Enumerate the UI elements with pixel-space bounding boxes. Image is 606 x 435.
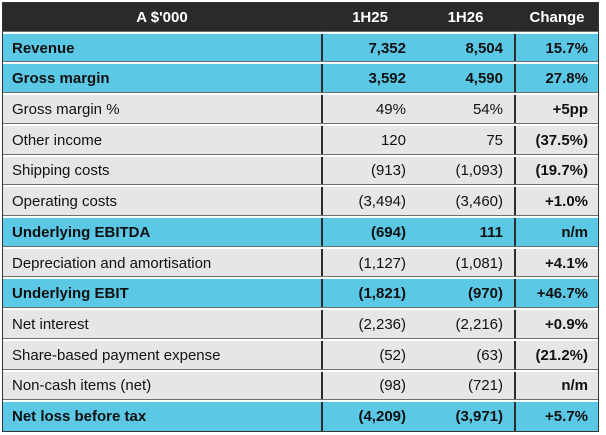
change-value-cell: +5pp bbox=[514, 95, 598, 124]
table-row: Non-cash items (net) (98) (721) n/m bbox=[3, 369, 598, 401]
h25-value-cell: 49% bbox=[321, 95, 417, 124]
change-value-cell: 27.8% bbox=[514, 64, 598, 94]
table-row: Net interest (2,236) (2,216) +0.9% bbox=[3, 308, 598, 339]
metric-label-cell: Gross margin bbox=[12, 70, 110, 88]
change-value-cell: (19.7%) bbox=[514, 156, 598, 186]
table-row: Gross margin 3,592 4,590 27.8% bbox=[3, 62, 598, 94]
h25-value-cell: (2,236) bbox=[321, 310, 417, 339]
metric-label-cell: Gross margin % bbox=[12, 101, 120, 119]
table-row: Net loss before tax (4,209) (3,971) +5.7… bbox=[3, 400, 598, 432]
metric-label-cell: Net loss before tax bbox=[12, 408, 147, 426]
h25-value-cell: (4,209) bbox=[321, 402, 417, 432]
h26-value-cell: (1,081) bbox=[455, 254, 503, 272]
h25-value-cell: (3,494) bbox=[321, 187, 417, 217]
change-value-cell: 15.7% bbox=[514, 33, 598, 63]
metric-label-cell: Share-based payment expense bbox=[12, 346, 221, 364]
table-row: Underlying EBIT (1,821) (970) +46.7% bbox=[3, 277, 598, 309]
change-value-cell: +0.9% bbox=[514, 310, 598, 339]
h25-value-cell: (52) bbox=[321, 340, 417, 370]
h26-value-cell: 8,504 bbox=[465, 39, 503, 57]
change-value-cell: +4.1% bbox=[514, 248, 598, 278]
h26-value-cell: (3,971) bbox=[455, 408, 503, 426]
table-row: Shipping costs (913) (1,093) (19.7%) bbox=[3, 154, 598, 186]
table-row: Depreciation and amortisation (1,127) (1… bbox=[3, 246, 598, 278]
h25-value-cell: (913) bbox=[321, 156, 417, 186]
h26-value-cell: (2,216) bbox=[455, 316, 503, 334]
table-row: Operating costs (3,494) (3,460) +1.0% bbox=[3, 185, 598, 217]
h25-value-cell: 7,352 bbox=[321, 33, 417, 63]
h25-value-cell: (98) bbox=[321, 371, 417, 401]
h26-value-cell: (3,460) bbox=[455, 193, 503, 211]
metric-label-cell: Revenue bbox=[12, 39, 75, 57]
h26-value-cell: (63) bbox=[476, 346, 503, 364]
change-value-cell: n/m bbox=[514, 371, 598, 401]
change-value-cell: +46.7% bbox=[514, 279, 598, 309]
table-row: Share-based payment expense (52) (63) (2… bbox=[3, 338, 598, 370]
h25-value-cell: (694) bbox=[321, 218, 417, 247]
h26-value-cell: 54% bbox=[472, 101, 503, 119]
h25-value-cell: 3,592 bbox=[321, 64, 417, 94]
metric-label-cell: Other income bbox=[12, 131, 103, 149]
table-row: Other income 120 75 (37.5%) bbox=[3, 123, 598, 155]
header-1h26-column: 1H26 bbox=[447, 8, 484, 26]
h26-value-cell: (721) bbox=[467, 377, 503, 395]
metric-label-cell: Underlying EBIT bbox=[12, 285, 129, 303]
table-row: Gross margin % 49% 54% +5pp bbox=[3, 93, 598, 124]
header-1h25-column: 1H25 bbox=[321, 3, 417, 32]
h26-value-cell: (970) bbox=[467, 285, 503, 303]
table-row: Underlying EBITDA (694) 111 n/m bbox=[3, 216, 598, 247]
header-metric-column: A $'000 bbox=[136, 8, 188, 26]
metric-label-cell: Depreciation and amortisation bbox=[12, 254, 212, 272]
h25-value-cell: 120 bbox=[321, 125, 417, 155]
change-value-cell: n/m bbox=[514, 218, 598, 247]
h25-value-cell: (1,127) bbox=[321, 248, 417, 278]
h25-value-cell: (1,821) bbox=[321, 279, 417, 309]
h26-value-cell: 111 bbox=[479, 223, 503, 241]
financial-table: A $'000 1H25 1H26 Change Revenue 7,352 8… bbox=[2, 2, 599, 432]
metric-label-cell: Net interest bbox=[12, 316, 89, 334]
metric-label-cell: Shipping costs bbox=[12, 162, 110, 180]
h26-value-cell: (1,093) bbox=[455, 162, 503, 180]
metric-label-cell: Non-cash items (net) bbox=[12, 377, 152, 395]
h26-value-cell: 4,590 bbox=[465, 70, 503, 88]
table-row: Revenue 7,352 8,504 15.7% bbox=[3, 31, 598, 63]
h26-value-cell: 75 bbox=[486, 131, 503, 149]
metric-label-cell: Operating costs bbox=[12, 193, 118, 211]
table-header-row: A $'000 1H25 1H26 Change bbox=[3, 3, 598, 32]
change-value-cell: +5.7% bbox=[514, 402, 598, 432]
change-value-cell: (21.2%) bbox=[514, 340, 598, 370]
header-change-column: Change bbox=[514, 3, 598, 32]
metric-label-cell: Underlying EBITDA bbox=[12, 223, 151, 241]
change-value-cell: +1.0% bbox=[514, 187, 598, 217]
change-value-cell: (37.5%) bbox=[514, 125, 598, 155]
